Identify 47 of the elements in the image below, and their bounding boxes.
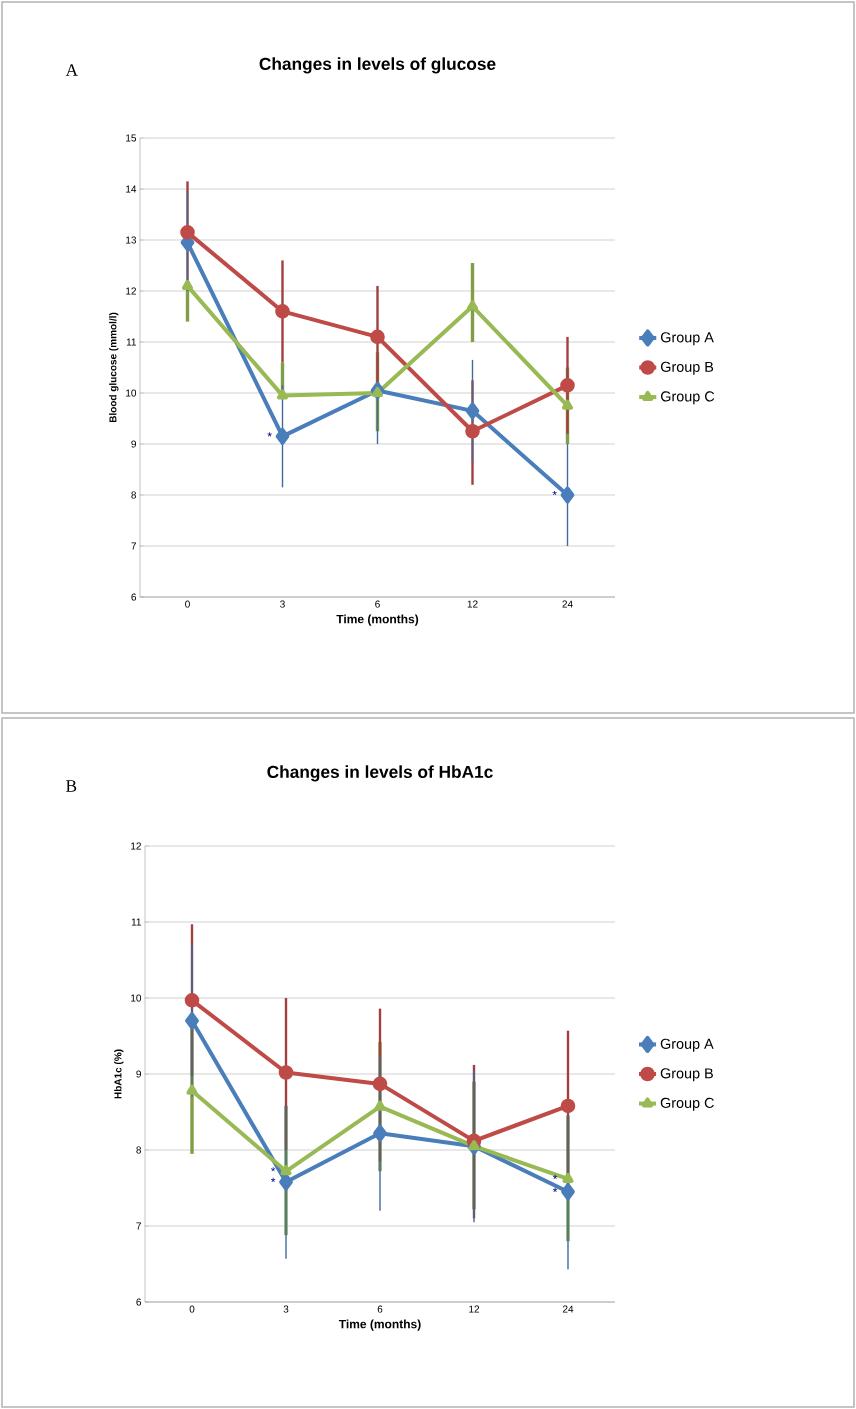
y-tick-label: 6 xyxy=(136,1298,142,1306)
x-tick-label: 24 xyxy=(562,1305,574,1313)
y-tick-label: 14 xyxy=(126,185,137,193)
x-tick-label: 0 xyxy=(189,1305,195,1313)
y-tick-label: 10 xyxy=(131,994,142,1002)
annotation: * xyxy=(270,1177,276,1183)
chart-title: Changes in levels of glucose xyxy=(259,57,496,74)
text: A xyxy=(65,64,78,76)
y-tick-label: 8 xyxy=(136,1146,142,1154)
annotation: * xyxy=(270,1167,276,1172)
x-tick-label: 24 xyxy=(562,600,573,608)
y-tick-label: 11 xyxy=(126,338,136,346)
annotation: * xyxy=(552,1187,558,1192)
y-tick-label: 8 xyxy=(131,491,137,499)
y-tick-label: 12 xyxy=(126,287,136,295)
x-tick-label: 0 xyxy=(185,600,190,608)
x-tick-label: 3 xyxy=(283,1305,289,1313)
y-tick-label: 6 xyxy=(131,593,137,601)
legend-label: Group B xyxy=(660,361,714,375)
annotation: * xyxy=(267,432,272,437)
y-tick-label: 7 xyxy=(131,542,136,550)
x-tick-label: 3 xyxy=(280,600,285,608)
y-tick-label: 15 xyxy=(126,134,137,142)
x-axis-title: Time (months) xyxy=(338,1319,421,1331)
y-tick-label: 7 xyxy=(136,1222,141,1230)
annotation: * xyxy=(552,1174,558,1179)
legend-label: Group C xyxy=(660,391,715,405)
y-tick-label: 9 xyxy=(136,1070,141,1078)
legend-label: Group C xyxy=(660,1097,714,1111)
chart-title: Changes in levels of HbA1c xyxy=(267,765,493,782)
legend-label: Group A xyxy=(660,332,714,346)
x-tick-label: 12 xyxy=(467,600,478,608)
y-axis-title: HbA1c (%) xyxy=(114,1049,124,1099)
y-tick-label: 12 xyxy=(131,842,141,850)
text: B xyxy=(66,780,77,792)
x-tick-label: 12 xyxy=(469,1305,480,1313)
y-tick-label: 10 xyxy=(126,389,137,397)
legend-label: Group A xyxy=(660,1038,714,1052)
y-tick-label: 11 xyxy=(131,918,141,926)
y-tick-label: 13 xyxy=(126,236,137,244)
y-axis-title: Blood glucose (mmol/l) xyxy=(109,312,119,423)
x-tick-label: 6 xyxy=(377,1305,383,1313)
annotation: * xyxy=(552,490,557,496)
y-tick-label: 9 xyxy=(131,440,136,448)
x-axis-title: Time (months) xyxy=(336,614,419,626)
x-tick-label: 6 xyxy=(375,600,380,608)
legend-label: Group B xyxy=(660,1068,713,1082)
